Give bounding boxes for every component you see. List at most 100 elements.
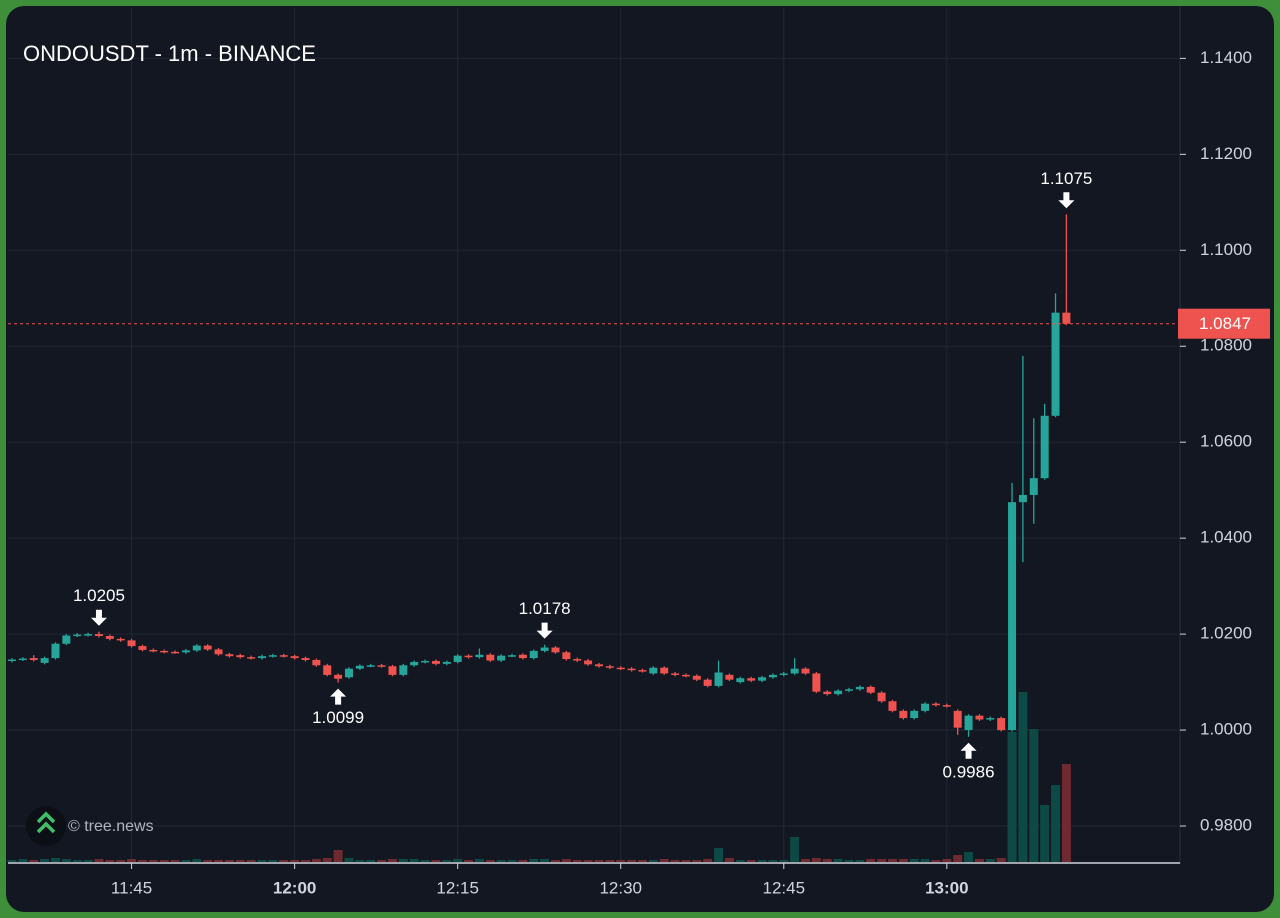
volume-bar xyxy=(1007,732,1017,862)
last-price-label: 1.0847 xyxy=(1199,314,1251,333)
volume-bar xyxy=(268,860,278,862)
volume-bar xyxy=(355,860,365,862)
volume-bar xyxy=(398,859,408,862)
volume-bar xyxy=(137,860,147,862)
volume-bar xyxy=(931,860,941,862)
volume-bar xyxy=(333,850,343,862)
candle-body xyxy=(73,634,82,637)
candle-body xyxy=(203,645,212,650)
candle-body xyxy=(301,658,310,661)
volume-bar xyxy=(1029,729,1039,862)
candle-body xyxy=(51,643,60,659)
candle-body xyxy=(127,640,136,647)
volume-bar xyxy=(801,859,811,862)
volume-bar xyxy=(822,859,832,862)
candle-body xyxy=(116,638,125,641)
candle-body xyxy=(279,655,288,657)
candle-body xyxy=(714,672,723,686)
volume-bar xyxy=(18,859,28,862)
candle-body xyxy=(236,655,245,658)
candle-body xyxy=(866,686,875,693)
volume-bar xyxy=(877,859,887,862)
volume-bar xyxy=(1051,785,1061,862)
candle-body xyxy=(258,656,267,659)
volume-bar xyxy=(920,859,930,862)
volume-bar xyxy=(181,860,191,862)
candle-body xyxy=(1008,502,1017,731)
volume-bar xyxy=(214,860,224,862)
candle-body xyxy=(594,664,603,667)
candle-body xyxy=(616,667,625,670)
candle-body xyxy=(105,636,114,639)
volume-bar xyxy=(964,852,974,862)
volume-bar xyxy=(507,860,517,862)
volume-bar xyxy=(311,859,321,862)
candle-body xyxy=(855,686,864,690)
grid xyxy=(8,8,1186,869)
candle-body xyxy=(692,675,701,680)
volume-bar xyxy=(1040,805,1050,862)
volume-bar xyxy=(387,859,397,862)
candle-body xyxy=(410,661,419,666)
volume-bar xyxy=(377,860,387,862)
volume-bar xyxy=(540,859,550,862)
candle-body xyxy=(942,705,951,707)
candle-body xyxy=(529,650,538,659)
candle-body xyxy=(1029,478,1038,495)
candle-body xyxy=(247,657,256,659)
candle-body xyxy=(171,651,180,654)
volume-bar xyxy=(637,860,647,862)
volume-bar xyxy=(127,859,137,862)
candle-body xyxy=(551,647,560,653)
candle-body xyxy=(508,655,517,657)
candle-body xyxy=(790,668,799,674)
candle-body xyxy=(181,650,190,653)
volume-bar xyxy=(768,860,778,862)
volume-bar xyxy=(170,860,180,862)
candle-body xyxy=(442,661,451,664)
volume-bar xyxy=(257,860,267,862)
volume-bar xyxy=(485,860,495,862)
volume-bar xyxy=(148,860,158,862)
annotation-arrow xyxy=(536,622,553,639)
volume-bar xyxy=(790,837,800,862)
candle-body xyxy=(1040,415,1049,479)
volume-bar xyxy=(192,859,202,862)
volume-bar xyxy=(714,848,724,862)
candle-body xyxy=(486,654,495,661)
volume-bar xyxy=(942,859,952,862)
candle-body xyxy=(975,715,984,720)
y-tick-label: 1.0800 xyxy=(1200,336,1252,355)
candle-body xyxy=(334,674,343,679)
candle-body xyxy=(844,689,853,691)
candle-body xyxy=(877,692,886,702)
annotation-arrow xyxy=(90,609,107,626)
candle-body xyxy=(681,674,690,677)
volume-bar xyxy=(1018,692,1028,862)
candle-body xyxy=(421,660,430,663)
candle-body xyxy=(312,660,321,666)
candle-body xyxy=(649,667,658,674)
candle-body xyxy=(497,655,506,661)
candle-body xyxy=(801,668,810,674)
candle-body xyxy=(910,710,919,719)
candle-body xyxy=(660,667,669,674)
volume-bar xyxy=(420,860,430,862)
candle-body xyxy=(84,634,93,636)
candle-body xyxy=(725,674,734,680)
volume-bar xyxy=(224,860,234,862)
candle-body xyxy=(964,715,973,731)
y-tick-label: 1.0200 xyxy=(1200,624,1252,643)
volume-bar xyxy=(811,858,821,862)
volume-bar xyxy=(116,860,126,862)
volume-bar xyxy=(1061,764,1071,862)
volume-bar xyxy=(431,860,441,862)
watermark: © tree.news xyxy=(68,818,154,835)
volume-bar xyxy=(887,859,897,862)
candle-body xyxy=(1018,494,1027,503)
last-price-badge xyxy=(1178,308,1270,339)
candle-body xyxy=(518,654,527,659)
y-tick-label: 1.1400 xyxy=(1200,48,1252,67)
x-tick-label: 12:15 xyxy=(436,878,479,897)
candle-body xyxy=(627,668,636,671)
